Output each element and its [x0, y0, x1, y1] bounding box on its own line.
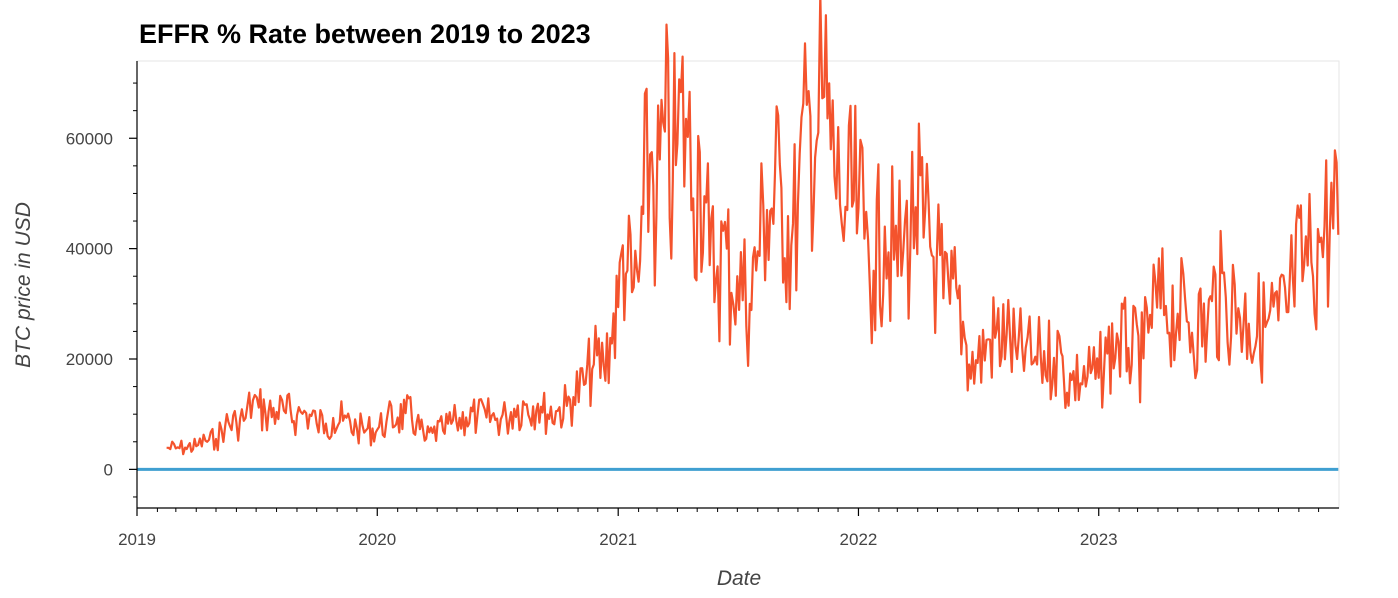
y-tick-label: 20000 [66, 350, 113, 369]
x-axis-label: Date [717, 567, 761, 590]
y-tick-label: 60000 [66, 129, 113, 148]
y-tick-label: 0 [104, 460, 113, 479]
axes-layer: 0 20000 40000 60000 2019 2020 2021 2022 2023 [66, 61, 1339, 549]
btc-price-line [166, 0, 1340, 456]
y-tick-label: 40000 [66, 240, 113, 259]
x-tick-label: 2021 [599, 530, 637, 549]
x-tick-label: 2022 [840, 530, 878, 549]
x-tick-label: 2019 [118, 530, 156, 549]
y-axis-label: BTC price in USD [12, 202, 35, 368]
chart-title: EFFR % Rate between 2019 to 2023 [139, 19, 591, 49]
series-layer [137, 0, 1340, 471]
x-tick-label: 2020 [358, 530, 396, 549]
x-tick-label: 2023 [1080, 530, 1118, 549]
